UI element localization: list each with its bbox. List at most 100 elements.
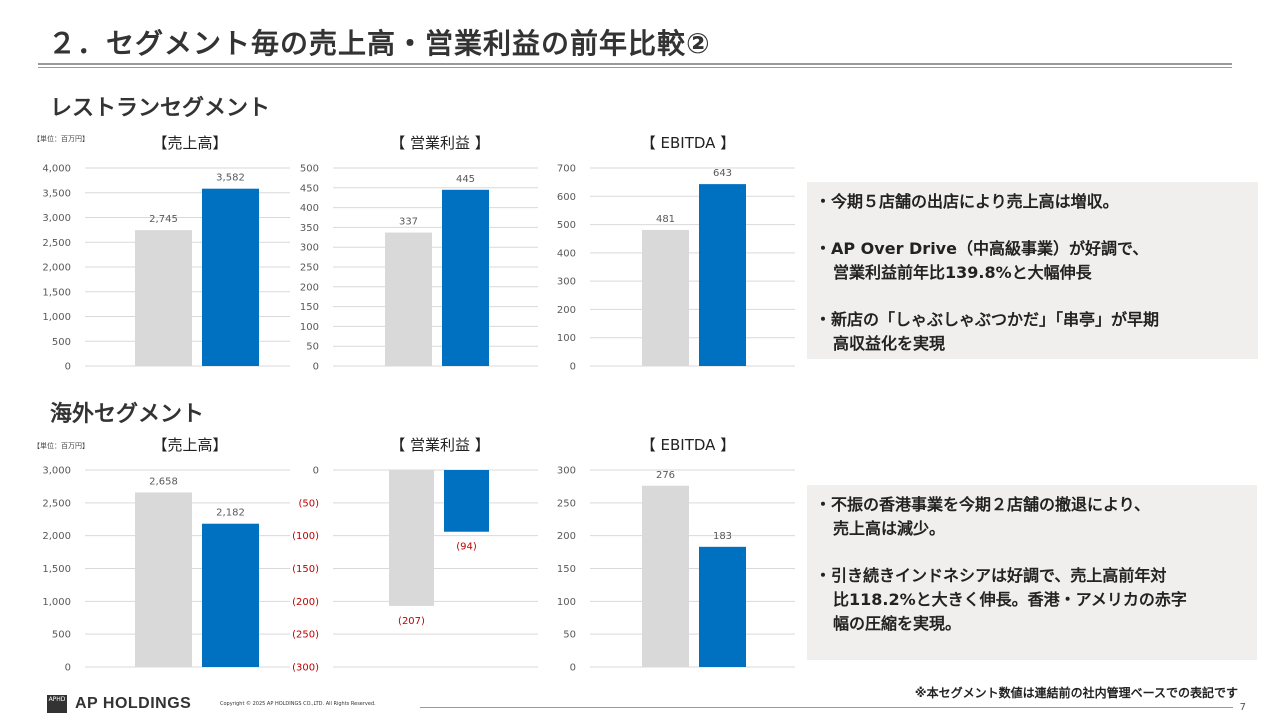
y-tick-label: 50 [563,630,576,641]
data-label: 445 [456,174,475,185]
y-tick-label: 100 [557,597,576,608]
y-tick-label: 200 [300,282,319,293]
restaurant-segment-title: レストランセグメント [50,96,271,121]
bar-prior-year [389,470,434,606]
data-label: 3,582 [216,173,245,184]
y-tick-label: 450 [300,183,319,194]
data-label: 643 [713,168,732,179]
chart-title: 【 EBITDA 】 [640,134,736,152]
chart-restaurant-ebitda: 0 100 200 300 400 500 600 700 481 643 [557,164,795,373]
y-tick-label: 2,500 [42,498,71,509]
note-item: ・引き続きインドネシアは好調で、売上高前年対 比118.2%と大きく伸長。香港・ア… [815,566,1187,633]
bar-current-year [202,523,259,667]
chart-overseas-ebitda: 0 50 100 150 200 250 300 276 183 [557,466,795,674]
page-title: ２．セグメント毎の売上高・営業利益の前年比較② [48,27,711,60]
data-label: 2,182 [216,508,245,519]
bar-prior-year [135,230,192,366]
page-number: 7 [1239,702,1246,713]
y-tick-label: 150 [557,564,576,575]
y-tick-label: 0 [65,362,71,373]
y-tick-label: 300 [557,466,576,477]
y-tick-label: 350 [300,223,319,234]
y-tick-label: 700 [557,164,576,175]
y-tick-label: 0 [313,466,319,477]
unit-label: 【単位：百万円】 [33,135,89,143]
y-tick-label: 150 [300,302,319,313]
data-label: 2,658 [149,476,178,487]
y-tick-label: 1,000 [42,597,71,608]
y-tick-label: 300 [557,277,576,288]
chart-restaurant-sales: 0 500 1,000 1,500 2,000 2,500 3,000 3,500 4,000 2… [42,164,290,373]
y-tick-label: 1,500 [42,564,71,575]
y-tick-label: 0 [65,663,71,674]
y-tick-label: 0 [570,663,576,674]
note-item: ・AP Over Drive（中高級事業）が好調で、 営業利益前年比139.8%と… [815,239,1149,282]
y-tick-label: (100) [292,531,319,542]
title-rule-thin [38,67,1232,68]
bar-current-year [699,546,746,667]
y-tick-label: 100 [300,322,319,333]
chart-overseas-sales: 0 500 1,000 1,500 2,000 2,500 3,000 2,658 2,182 [42,466,290,674]
y-tick-label: 500 [557,220,576,231]
logo-text: AP HOLDINGS [75,695,192,712]
y-tick-label: 400 [557,248,576,259]
note-item: ・不振の香港事業を今期２店舗の撤退により、 売上高は減少。 [815,495,1151,538]
y-tick-label: 250 [300,263,319,274]
y-tick-label: 1,500 [42,287,71,298]
y-tick-label: 3,000 [42,466,71,477]
chart-title: 【 EBITDA 】 [640,436,736,454]
y-tick-label: 100 [557,333,576,344]
y-tick-label: 500 [52,337,71,348]
note-item: ・今期５店舗の出店により売上高は増収。 [815,192,1119,211]
y-tick-label: 300 [300,243,319,254]
y-tick-label: (200) [292,597,319,608]
company-logo: APHD AP HOLDINGS [47,694,191,714]
chart-title: 【 営業利益 】 [390,436,490,454]
chart-title: 【 営業利益 】 [390,134,490,152]
bar-current-year [202,188,259,366]
y-tick-label: 50 [306,342,319,353]
footer-rule [420,707,1233,708]
logo-mark-icon: APHD [47,695,67,713]
data-label: (207) [398,616,425,627]
chart-restaurant-operating-profit: 0 50 100 150 200 250 300 350 400 450 500 337 445 [300,164,538,373]
y-tick-label: 400 [300,203,319,214]
y-tick-label: 4,000 [42,164,71,175]
bar-prior-year [135,492,192,667]
y-tick-label: 600 [557,192,576,203]
y-tick-label: (300) [292,663,319,674]
y-tick-label: (50) [298,498,319,509]
y-tick-label: 2,500 [42,238,71,249]
data-label: 276 [656,470,675,481]
footnote: ※本セグメント数値は連結前の社内管理ベースでの表記です [914,686,1238,700]
data-label: 481 [656,214,675,225]
unit-label: 【単位：百万円】 [33,442,89,450]
bar-prior-year [642,485,689,667]
y-tick-label: 2,000 [42,531,71,542]
bar-current-year [699,184,746,366]
data-label: 337 [399,217,418,228]
y-tick-label: 500 [300,164,319,175]
y-tick-label: 1,000 [42,312,71,323]
data-label: 2,745 [149,214,178,225]
y-tick-label: 500 [52,630,71,641]
overseas-segment-title: 海外セグメント [50,402,205,427]
bar-current-year [442,189,489,366]
y-tick-label: 200 [557,305,576,316]
y-tick-label: (250) [292,630,319,641]
copyright: Copyright © 2025 AP HOLDINGS CO.,LTD. Al… [220,701,376,707]
y-tick-label: 2,000 [42,263,71,274]
bar-prior-year [642,229,689,366]
title-rule [38,63,1232,65]
data-label: 183 [713,531,732,542]
overseas-notes: ・不振の香港事業を今期２店舗の撤退により、 売上高は減少。 ・引き続きインドネシア… [807,485,1257,660]
note-item: ・新店の「しゃぶしゃぶつかだ」「串亭」が早期 高収益化を実現 [815,310,1160,353]
y-tick-label: 250 [557,498,576,509]
y-tick-label: 0 [313,362,319,373]
y-tick-label: 200 [557,531,576,542]
y-tick-label: 3,000 [42,213,71,224]
chart-title: 【売上高】 [152,436,228,454]
data-label: (94) [456,542,477,553]
y-tick-label: (150) [292,564,319,575]
bar-current-year [444,470,489,532]
